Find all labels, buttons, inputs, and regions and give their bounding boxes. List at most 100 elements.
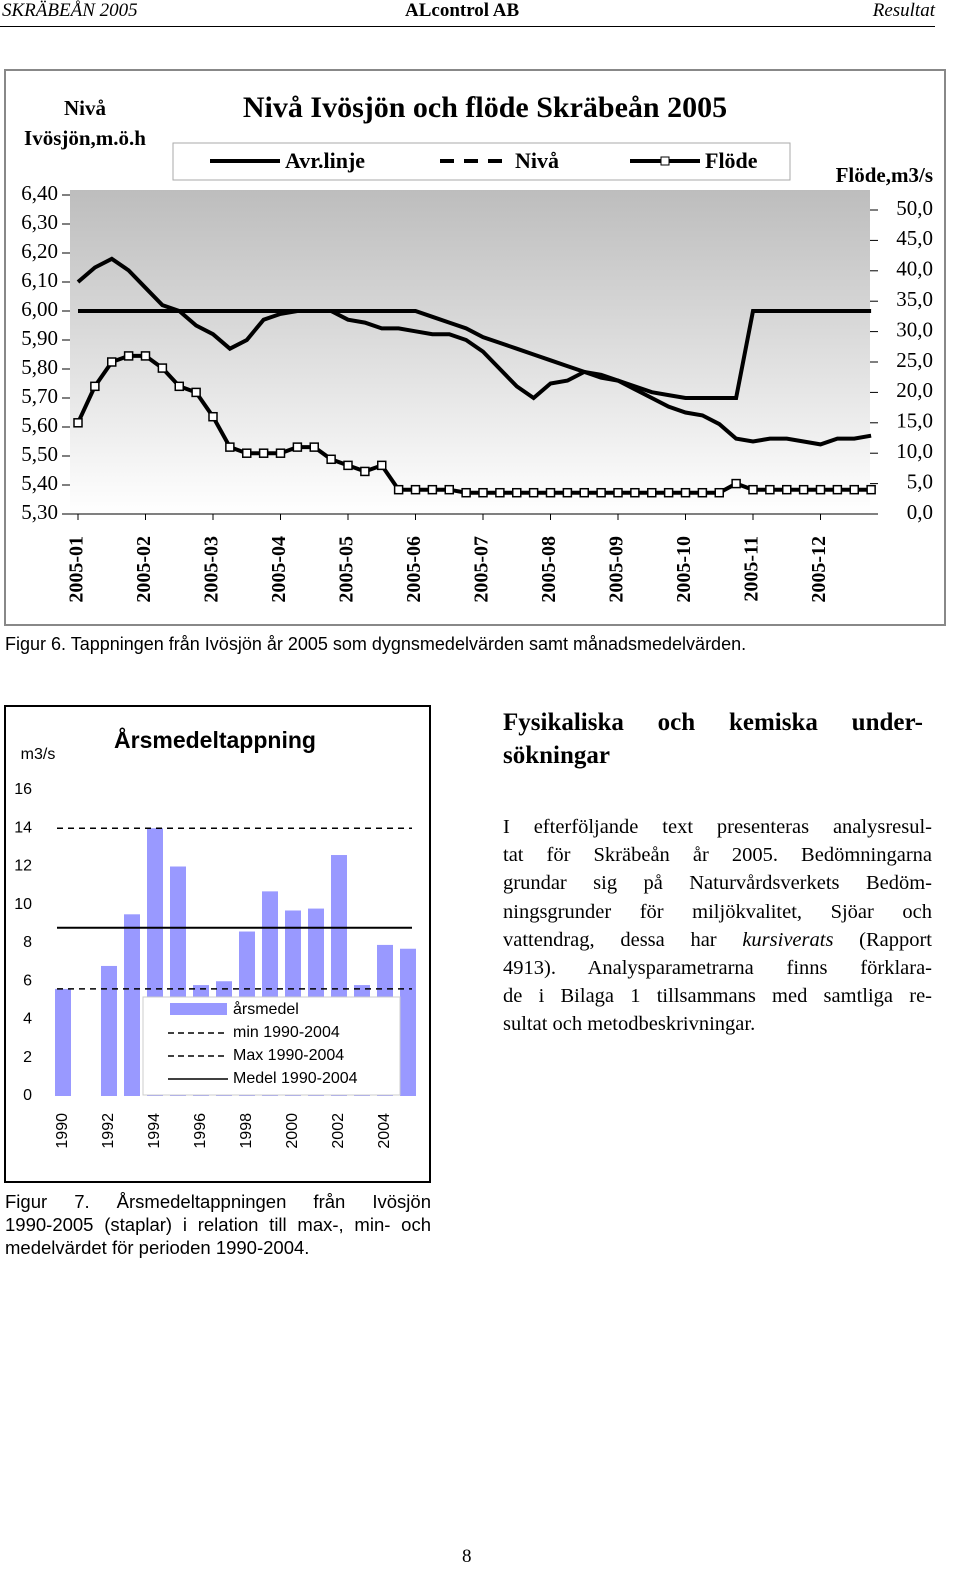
legend-label: årsmedel: [233, 1000, 299, 1018]
data-point: [174, 381, 184, 392]
text-span: (Rapport: [833, 928, 933, 951]
data-point: [512, 487, 522, 498]
data-point: [849, 484, 859, 495]
caption: Figur 6. Tappningen från Ivösjön år 2005…: [5, 634, 747, 654]
y-tick-label: 5,50: [21, 442, 58, 466]
data-point: [798, 484, 809, 495]
legend-swatch: [170, 1003, 227, 1015]
data-point: [714, 487, 724, 498]
data-point: [410, 484, 421, 495]
y-tick-label: 6,20: [21, 239, 58, 263]
y-tick-label: 10: [14, 896, 32, 913]
data-point: [832, 484, 843, 495]
bar: [101, 965, 117, 1096]
bar: [55, 988, 71, 1096]
text-span: tat för Skräbeån år 2005. Bedömningarna: [503, 844, 932, 867]
x-tick-label: 1992: [100, 1113, 117, 1149]
caption-line: Figur 7. Årsmedeltappningen från Ivösjön: [5, 1191, 431, 1212]
data-point: [579, 487, 589, 498]
y2-tick-label: 25,0: [896, 348, 933, 372]
text-span: 4913). Analysparametrarna finns förklara…: [503, 957, 932, 980]
y-tick-label: 12: [14, 858, 32, 875]
y-tick-label: 2: [23, 1049, 32, 1066]
data-point: [292, 442, 303, 452]
x-tick-label: 1996: [192, 1113, 209, 1149]
y2-axis-label: Flöde,m3/s: [836, 163, 933, 187]
data-line: [78, 309, 872, 400]
data-point: [630, 487, 640, 498]
y-tick-label: 6,30: [21, 210, 58, 234]
text-span: I efterföljande text presenteras analysr…: [503, 816, 932, 838]
paragraph-line: vattendrag, dessa har kursiverats (Rappo…: [503, 926, 932, 954]
legend-label: Medel 1990-2004: [233, 1070, 358, 1087]
y-tick-label: 6: [23, 972, 32, 989]
header-center: ALcontrol AB: [405, 0, 520, 21]
data-point: [123, 351, 134, 361]
data-point: [309, 442, 319, 452]
y-tick-label: 6,00: [21, 297, 58, 321]
data-point: [495, 487, 505, 498]
x-tick-label: 2005-04: [268, 536, 290, 603]
y-tick-label: 6,10: [21, 268, 58, 292]
x-tick-label: 2005-05: [336, 536, 358, 603]
header-left: SKRÄBEÅN 2005: [2, 0, 138, 21]
legend-label: Flöde: [705, 148, 758, 173]
legend-label: min 1990-2004: [233, 1024, 340, 1041]
chart-frame: [4, 705, 431, 1183]
caption: Figur 7. Årsmedeltappningen från Ivösjön…: [5, 1190, 431, 1259]
y-tick-label: 16: [14, 781, 32, 798]
bar: [124, 914, 140, 1096]
level-flow-chart: Nivå Ivösjön och flöde Skräbeån 2005 Nivå…: [4, 69, 946, 626]
header-rule: [0, 26, 935, 27]
y2-tick-label: 5,0: [907, 469, 933, 493]
y-tick-label: 5,30: [21, 500, 58, 524]
chart-title: Nivå Ivösjön och flöde Skräbeån 2005: [243, 91, 727, 124]
data-point: [275, 448, 286, 458]
data-point: [360, 466, 370, 477]
y2-tick-label: 0,0: [907, 500, 933, 524]
text-span: ningsgrunder för miljökvalitet, Sjöar oc…: [503, 900, 932, 923]
data-point: [647, 487, 657, 498]
data-point: [427, 484, 438, 495]
caption-line: medelvärdet för perioden 1990-2004.: [5, 1237, 310, 1258]
y-tick-label: 5,40: [21, 471, 58, 495]
data-point: [157, 363, 168, 373]
x-tick-label: 1994: [146, 1113, 163, 1149]
data-point: [613, 487, 623, 498]
text-span: de i Bilaga 1 tillsammans med samtliga r…: [503, 985, 932, 1008]
y-tick-label: 5,70: [21, 384, 58, 408]
y-tick-label: 8: [23, 934, 32, 951]
y2-tick-label: 45,0: [896, 226, 933, 250]
data-point: [866, 484, 876, 495]
data-point: [242, 448, 252, 458]
data-point: [731, 478, 741, 489]
data-point: [140, 351, 151, 361]
data-line: [76, 256, 872, 447]
data-point: [258, 448, 269, 458]
x-tick-label: 2002: [330, 1113, 347, 1149]
y2-tick-label: 15,0: [896, 409, 933, 433]
x-tick-label: 2005-01: [66, 536, 88, 603]
data-point: [765, 484, 775, 495]
y2-tick-label: 40,0: [896, 257, 933, 281]
y2-tick-label: 10,0: [896, 439, 933, 463]
y-axis-label: m3/s: [21, 746, 56, 763]
data-point: [782, 484, 792, 495]
x-tick-label: 2005-03: [201, 536, 223, 603]
data-point: [377, 460, 387, 471]
paragraph-line: tat för Skräbeån år 2005. Bedömningarna: [503, 841, 932, 869]
data-point: [680, 487, 691, 498]
x-tick-label: 2005-11: [741, 536, 763, 602]
text-span: vattendrag, dessa har: [503, 928, 743, 951]
legend-label: Nivå: [515, 148, 559, 173]
data-point: [815, 484, 826, 495]
chart-title: Årsmedeltappning: [114, 726, 316, 753]
text-span: grundar sig på Naturvårdsverkets Bedöm-: [503, 872, 932, 895]
data-point: [225, 442, 235, 452]
annual-chart: Årsmedeltappning m3/s 0 2 4 6 8 10 12 14 16 1990 199…: [4, 705, 431, 1183]
y-axis-label: Ivösjön,m.ö.h: [24, 126, 146, 150]
legend-label: Max 1990-2004: [233, 1047, 344, 1064]
plot-area: [70, 190, 870, 514]
y-tick-label: 6,40: [21, 181, 58, 205]
x-tick-label: 2005-12: [808, 536, 830, 603]
